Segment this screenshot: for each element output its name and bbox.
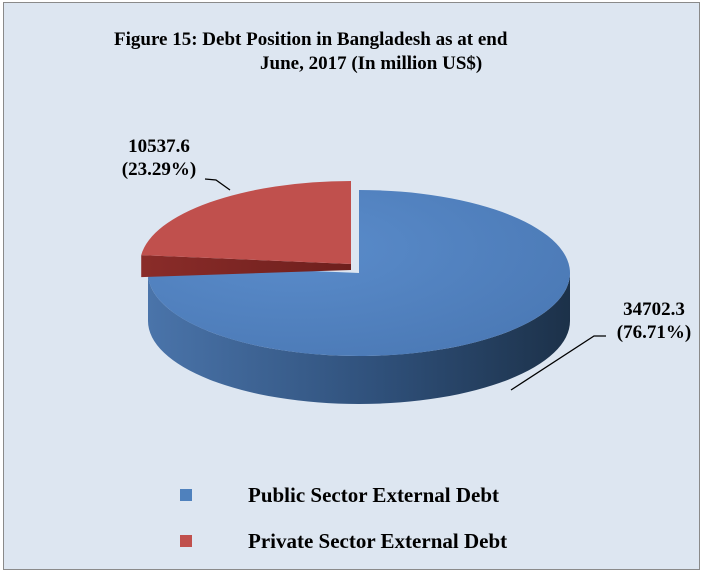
pie-chart: [141, 178, 606, 404]
legend-label-public: Public Sector External Debt: [248, 482, 499, 507]
leader-line-public: [510, 335, 606, 391]
data-label-private-percent: (23.29%): [121, 159, 197, 180]
data-label-public-value: 34702.3: [623, 299, 685, 320]
leader-line-private: [204, 178, 231, 191]
chart-title-line-1: Figure 15: Debt Position in Bangladesh a…: [114, 29, 508, 50]
data-label-public-percent: (76.71%): [616, 322, 692, 343]
chart-frame: Figure 15: Debt Position in Bangladesh a…: [3, 2, 700, 570]
legend-item-public: Public Sector External Debt: [180, 482, 499, 508]
private-sector-slice-group: [141, 181, 351, 278]
data-label-private-value: 10537.6: [128, 136, 190, 157]
data-label-public: 34702.3 (76.71%): [599, 298, 705, 344]
legend-label-private: Private Sector External Debt: [248, 528, 508, 553]
chart-title-line-2: June, 2017 (In million US$): [260, 53, 483, 74]
public-sector-slice-group: [148, 190, 570, 404]
leader-lines: [204, 178, 606, 391]
legend-swatch-private: [180, 535, 192, 547]
private-slice-side: [141, 255, 351, 278]
private-slice-top: [141, 181, 351, 264]
public-slice-side: [148, 273, 570, 404]
legend-swatch-public: [180, 489, 192, 501]
data-label-private: 10537.6 (23.29%): [104, 135, 214, 181]
legend-item-private: Private Sector External Debt: [180, 528, 507, 554]
public-slice-top: [148, 190, 570, 356]
